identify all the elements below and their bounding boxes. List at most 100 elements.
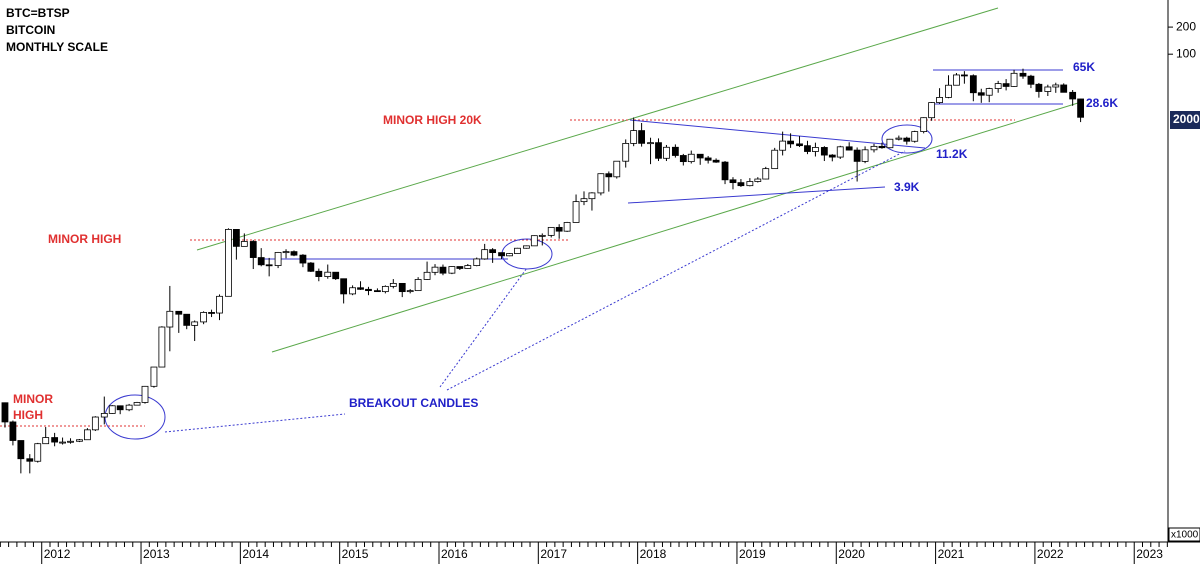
candle-body — [663, 146, 670, 159]
candle-body — [994, 83, 1002, 89]
candle-body — [481, 249, 489, 260]
y-tick-label: 100 — [1176, 46, 1196, 60]
candle-body — [1019, 72, 1027, 77]
candle-body — [448, 266, 456, 274]
candle-body — [679, 155, 687, 163]
candle-body — [1035, 83, 1043, 92]
candle-body — [746, 181, 754, 187]
candle-body — [547, 226, 555, 236]
candle-body — [870, 145, 878, 151]
candle-body — [721, 161, 729, 181]
candle-body — [1002, 83, 1010, 87]
candle-body — [597, 173, 605, 194]
candle-body — [878, 145, 886, 149]
candle-body — [100, 413, 108, 418]
candle-body — [1077, 98, 1084, 118]
candle-body — [406, 290, 414, 293]
candle-body — [853, 149, 861, 162]
candle-body — [812, 147, 819, 152]
candle-body — [1010, 72, 1018, 87]
candle-body — [357, 287, 364, 290]
channel-lower — [271, 102, 1079, 353]
candle-body — [836, 146, 844, 158]
x-tick-label: 2016 — [441, 547, 468, 561]
annotation: MINOR — [13, 392, 53, 406]
candle-body — [42, 437, 50, 445]
chart-subtitle: BITCOIN — [6, 23, 55, 37]
candle-body — [414, 279, 422, 292]
candle-body — [712, 159, 720, 163]
x-tick-label: 2014 — [242, 547, 269, 561]
candle-body — [762, 168, 770, 180]
candle-body — [116, 405, 124, 411]
annotation: 3.9K — [894, 180, 920, 194]
candle-body — [398, 282, 406, 293]
pointer-line — [439, 267, 528, 388]
candle-body — [498, 252, 505, 257]
pointer-line — [446, 150, 906, 391]
candle-body — [613, 160, 621, 178]
candle-body — [158, 326, 166, 368]
pattern-line — [629, 119, 926, 149]
candle-body — [861, 149, 869, 162]
candle-body — [538, 234, 546, 237]
candle-body — [953, 74, 960, 86]
candle-body — [473, 258, 481, 266]
candle-body — [647, 142, 654, 145]
candles — [1, 68, 1084, 474]
x-tick-label: 2021 — [938, 547, 965, 561]
x-tick-label: 2022 — [1037, 547, 1064, 561]
candle-body — [208, 312, 215, 314]
x-tick-label: 2012 — [44, 547, 71, 561]
candle-body — [439, 266, 447, 274]
candle-body — [200, 312, 208, 323]
candle-body — [456, 266, 464, 269]
annotation: 11.2K — [936, 147, 968, 161]
candle-body — [133, 402, 141, 406]
candle-body — [431, 266, 439, 273]
candle-body — [282, 251, 290, 254]
candle-body — [423, 271, 431, 280]
trend-lines — [0, 7, 1079, 440]
candle-body — [307, 262, 315, 272]
candle-body — [920, 117, 928, 132]
candle-body — [787, 140, 794, 145]
candle-body — [506, 253, 513, 257]
candle-body — [820, 147, 828, 156]
candle-body — [9, 421, 17, 441]
candle-body — [332, 271, 340, 280]
candle-body — [895, 137, 903, 140]
candle-body — [638, 130, 646, 144]
candle-body — [911, 131, 919, 142]
candle-body — [464, 265, 472, 269]
annotation: BREAKOUT CANDLES — [349, 396, 478, 410]
candle-body — [17, 440, 25, 460]
candle-body — [928, 102, 936, 119]
last-price-box — [1170, 111, 1200, 129]
candle-body — [936, 97, 943, 103]
candle-body — [605, 173, 613, 178]
candle-body — [108, 405, 116, 414]
candle-body — [1, 402, 9, 423]
last-price-label: 2000 — [1173, 112, 1200, 126]
candle-body — [886, 138, 894, 149]
candle-body — [1069, 91, 1077, 100]
annotation: MINOR HIGH — [48, 232, 121, 246]
candle-body — [960, 74, 968, 77]
candle-body — [175, 310, 183, 315]
candle-body — [580, 198, 588, 203]
annotation: 65K — [1073, 60, 1095, 74]
candle-body — [381, 285, 389, 293]
candle-body — [265, 264, 273, 267]
candle-body — [977, 92, 985, 96]
candle-body — [365, 288, 372, 292]
unit-box — [1168, 527, 1200, 542]
x-tick-label: 2015 — [342, 547, 369, 561]
candle-body — [622, 143, 630, 162]
candle-body — [26, 458, 34, 462]
candle-body — [216, 295, 223, 314]
candle-body — [141, 385, 149, 403]
candle-body — [779, 140, 787, 151]
candle-body — [91, 416, 99, 431]
candle-body — [67, 440, 74, 443]
